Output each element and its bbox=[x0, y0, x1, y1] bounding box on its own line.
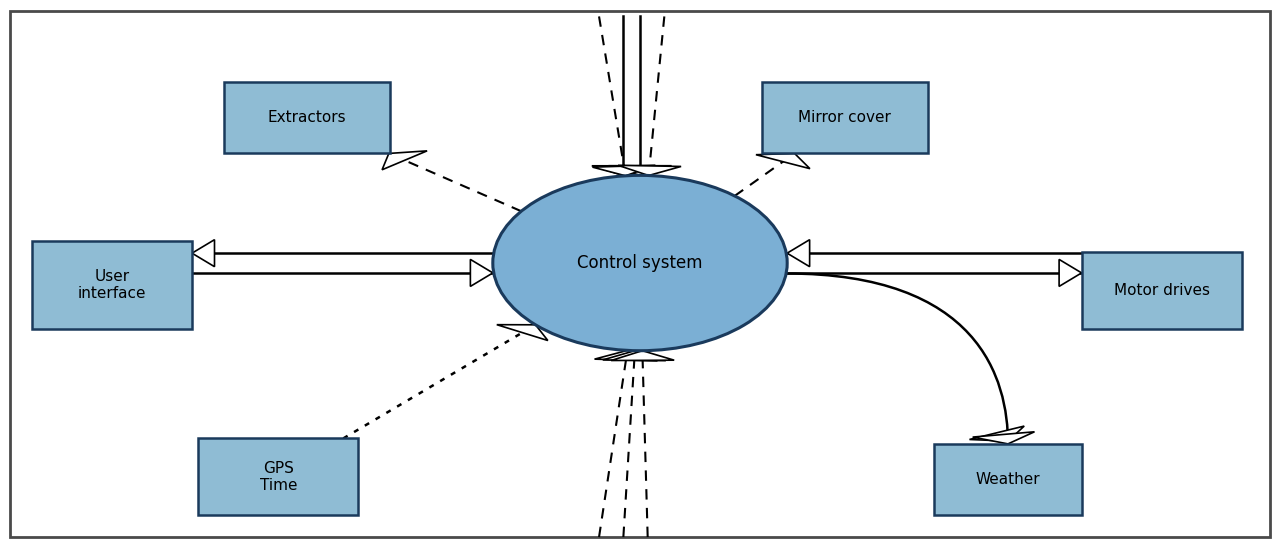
Polygon shape bbox=[611, 351, 675, 361]
Polygon shape bbox=[787, 239, 810, 267]
FancyBboxPatch shape bbox=[10, 11, 1270, 537]
Text: Motor drives: Motor drives bbox=[1114, 283, 1210, 298]
FancyBboxPatch shape bbox=[198, 438, 358, 515]
FancyBboxPatch shape bbox=[1082, 252, 1242, 329]
Polygon shape bbox=[192, 239, 215, 267]
Text: Weather: Weather bbox=[975, 472, 1041, 487]
Polygon shape bbox=[470, 259, 493, 287]
Polygon shape bbox=[591, 166, 655, 175]
Text: Mirror cover: Mirror cover bbox=[799, 110, 891, 125]
Text: Control system: Control system bbox=[577, 254, 703, 272]
Polygon shape bbox=[973, 432, 1034, 444]
FancyBboxPatch shape bbox=[934, 444, 1082, 515]
Polygon shape bbox=[381, 151, 428, 170]
Polygon shape bbox=[497, 324, 548, 340]
Polygon shape bbox=[593, 165, 655, 176]
Text: User
interface: User interface bbox=[78, 269, 146, 301]
FancyBboxPatch shape bbox=[32, 241, 192, 329]
FancyBboxPatch shape bbox=[762, 82, 928, 153]
Text: Extractors: Extractors bbox=[268, 110, 347, 125]
Ellipse shape bbox=[493, 175, 787, 351]
Polygon shape bbox=[603, 351, 666, 361]
Polygon shape bbox=[756, 153, 810, 169]
Polygon shape bbox=[608, 165, 672, 175]
Polygon shape bbox=[1059, 259, 1082, 287]
Polygon shape bbox=[594, 350, 658, 361]
Polygon shape bbox=[618, 165, 681, 175]
Text: GPS
Time: GPS Time bbox=[260, 460, 297, 493]
FancyBboxPatch shape bbox=[224, 82, 390, 153]
Polygon shape bbox=[969, 426, 1024, 441]
